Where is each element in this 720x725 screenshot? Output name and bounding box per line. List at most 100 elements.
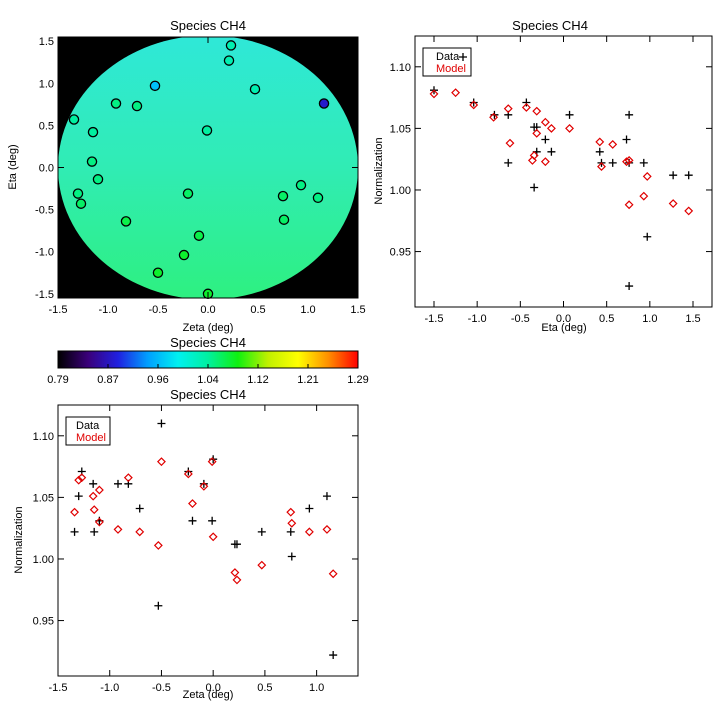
zeta-data-point: [257, 527, 266, 536]
map-point: [225, 40, 237, 51]
map-point: [152, 267, 164, 278]
map-point: [72, 188, 84, 199]
zeta-model-point: [135, 527, 145, 537]
zeta-legend-box: [65, 416, 111, 446]
eta-model-point: [684, 206, 694, 216]
zeta-model-point: [232, 575, 242, 585]
map-point: [149, 80, 161, 92]
zeta-ytick-label: 0.95: [33, 616, 54, 628]
eta-xtick-label: 0.0: [556, 313, 571, 325]
map-point: [92, 174, 104, 185]
eta-data-point: [643, 232, 652, 241]
zeta-xtick-label: 1.0: [309, 682, 324, 694]
eta-model-point: [503, 104, 513, 114]
zeta-title: Species CH4: [170, 387, 246, 402]
colorbar-tick-label: 1.12: [247, 374, 268, 386]
zeta-model-point: [94, 485, 104, 495]
map-point: [312, 192, 324, 204]
zeta-data-point: [286, 527, 295, 536]
zeta-legend: Data Model: [65, 416, 111, 446]
eta-data-point: [565, 110, 574, 119]
eta-ytick-label: 1.10: [390, 62, 411, 74]
eta-data-point: [595, 147, 604, 156]
zeta-data-point: [90, 527, 99, 536]
eta-model-point: [565, 123, 574, 133]
map-point: [110, 98, 122, 109]
map-xtick-label: -1.5: [49, 304, 68, 316]
eta-model-point: [668, 199, 678, 208]
colorbar-tick-label: 0.87: [97, 374, 118, 386]
zeta-data-point: [157, 419, 166, 428]
eta-model-point: [505, 138, 515, 148]
zeta-legend-model: Model: [76, 432, 106, 444]
zeta-model-point: [188, 499, 197, 508]
zeta-model-point: [287, 518, 297, 528]
zeta-data-point: [184, 467, 193, 476]
map-xtick-label: 0.0: [200, 304, 215, 316]
zeta-data-point: [208, 516, 217, 525]
eta-model-point: [639, 191, 649, 201]
zeta-data-point: [305, 504, 314, 513]
eta-xtick-label: 1.5: [685, 313, 700, 325]
eta-xtick-label: 1.0: [642, 313, 657, 325]
colorbar-tick-label: 1.21: [297, 374, 318, 386]
zeta-model-point: [208, 532, 218, 542]
map-point: [86, 156, 98, 167]
zeta-model-point: [89, 505, 99, 515]
eta-xtick-label: 0.5: [599, 313, 614, 325]
zeta-data-point: [287, 552, 296, 561]
eta-model-point: [469, 100, 479, 110]
eta-xtick-label: -0.5: [511, 313, 530, 325]
eta-data-point: [608, 158, 617, 167]
zeta-data-point: [199, 479, 208, 488]
eta-legend: Data Model: [422, 47, 472, 77]
zeta-data-point: [70, 527, 79, 536]
map-point: [277, 190, 289, 202]
map-point: [182, 188, 194, 199]
zeta-model-point: [207, 457, 217, 467]
map-point: [131, 100, 143, 112]
eta-xtick-label: -1.5: [425, 313, 444, 325]
map-ytick-label: 0.5: [39, 120, 54, 132]
eta-ytick-label: 0.95: [390, 247, 411, 259]
zeta-data-point: [154, 601, 163, 610]
zeta-model-point: [328, 569, 338, 579]
map-ytick-label: 1.5: [39, 36, 54, 48]
zeta-model-point: [286, 507, 296, 517]
map-ytick-label: 0.0: [39, 163, 54, 175]
zeta-data-point: [135, 504, 144, 513]
colorbar-tick-label: 1.29: [347, 374, 368, 386]
colorbar-tick-label: 0.96: [147, 374, 168, 386]
zeta-xtick-label: -1.5: [49, 682, 68, 694]
zeta-data-point: [114, 479, 122, 488]
zeta-xtick-label: 0.0: [206, 682, 221, 694]
map-ytick-label: -1.5: [35, 289, 54, 301]
eta-model-point: [624, 200, 634, 210]
map-ytick-label: -0.5: [35, 205, 54, 217]
eta-data-point: [625, 110, 634, 119]
eta-model-point: [451, 88, 461, 98]
zeta-legend-data: Data: [76, 420, 100, 432]
map-panel: Species CH4 -1.5 -1.0 -0.5 0.0 0.5 1.0 1.5 -1.5…: [7, 18, 366, 334]
zeta-data-point: [232, 540, 241, 549]
eta-panel: Species CH4 -1.5 -1.0 -0.5 0.0 0.5 1.0 1.5 0.95…: [373, 18, 713, 334]
eta-title: Species CH4: [512, 18, 588, 33]
eta-legend-model: Model: [436, 63, 466, 75]
zeta-data-point: [89, 479, 98, 488]
zeta-ytick-label: 1.10: [33, 431, 54, 443]
eta-frame: [414, 35, 713, 308]
eta-data-point: [622, 135, 631, 144]
eta-model-point: [429, 89, 439, 99]
eta-ytick-label: 1.00: [390, 185, 411, 197]
zeta-data-point: [188, 516, 197, 525]
map-xlabel: Zeta (deg): [183, 322, 234, 334]
eta-data-point: [469, 98, 478, 107]
colorbar-tick-label: 0.79: [47, 374, 68, 386]
eta-legend-plus: [459, 53, 467, 61]
eta-data-point: [669, 171, 678, 180]
map-xtick-label: 1.0: [300, 304, 315, 316]
zeta-data-point: [322, 492, 331, 501]
zeta-model-point: [70, 507, 80, 517]
zeta-model-point: [74, 475, 84, 485]
